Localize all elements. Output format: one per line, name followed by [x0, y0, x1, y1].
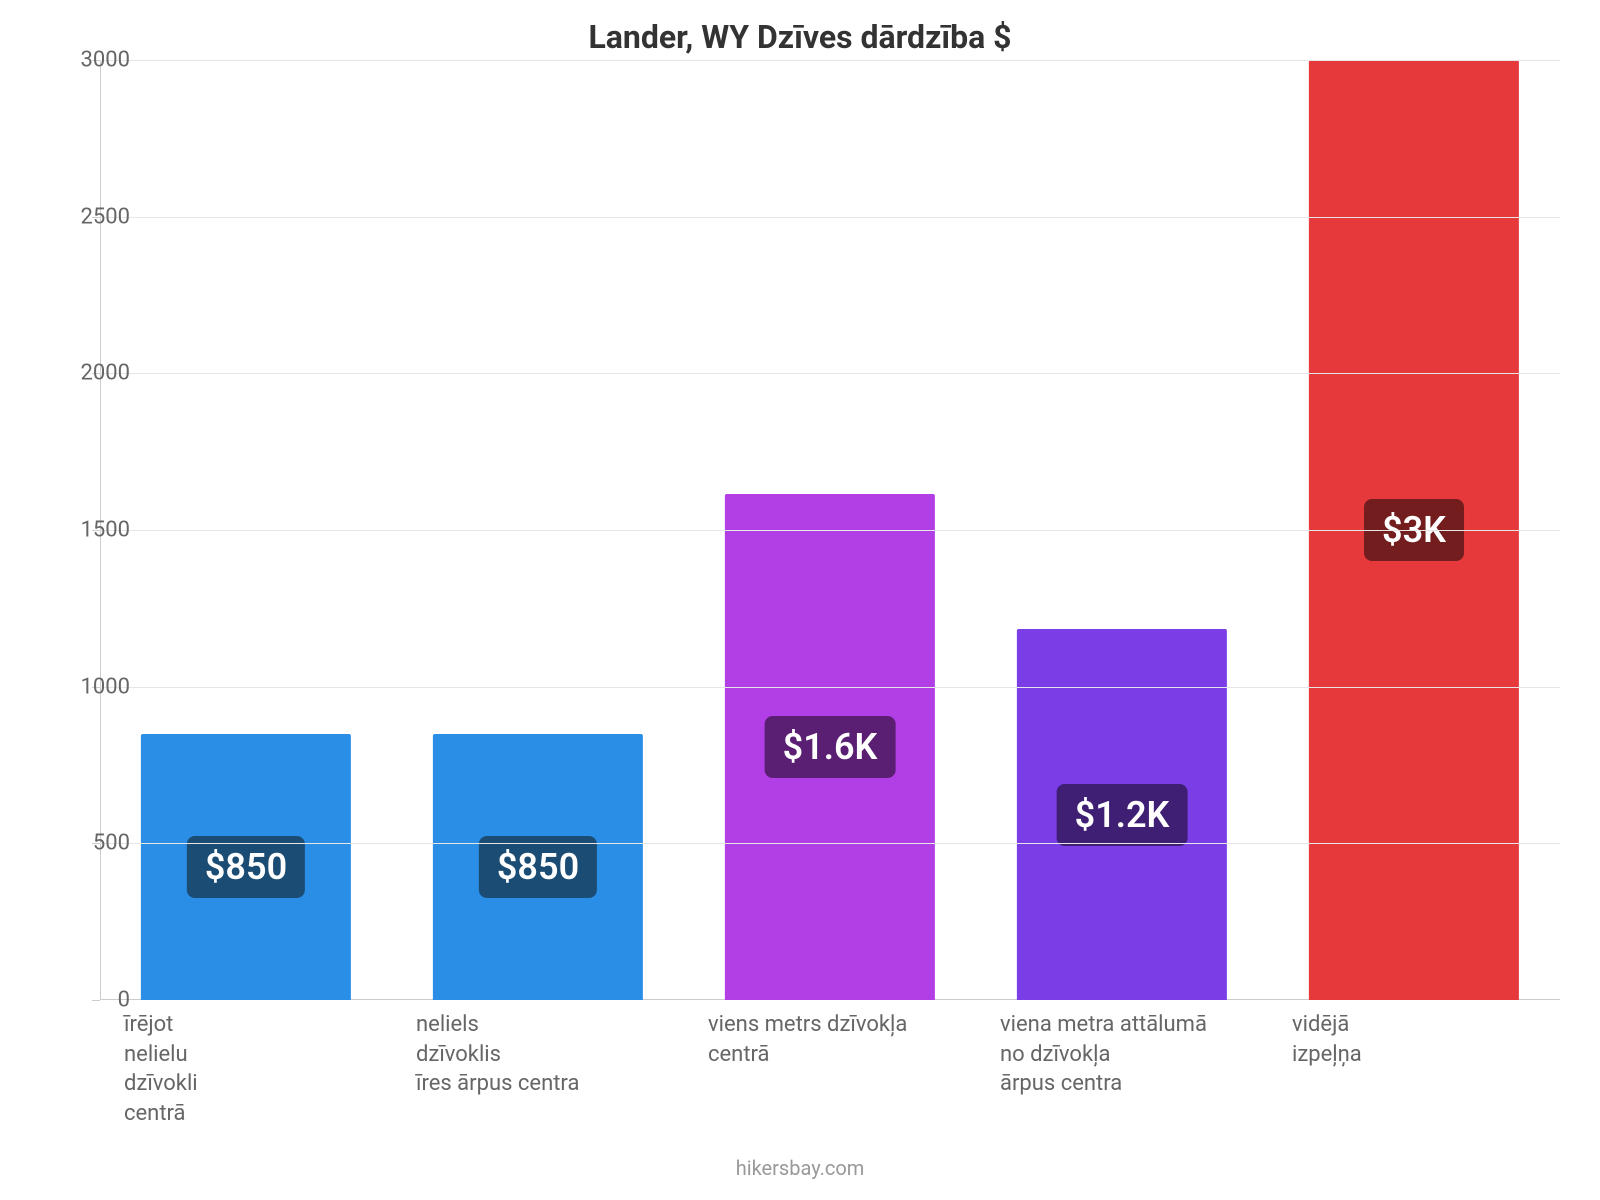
- x-tick-label: nelielsdzīvoklisīres ārpus centra: [392, 1010, 684, 1129]
- x-tick-label: viens metrs dzīvokļacentrā: [684, 1010, 976, 1129]
- x-tick-label-line: vidējā: [1292, 1010, 1548, 1040]
- y-tick-label: 1000: [50, 674, 130, 699]
- plot-area: $850$850$1.6K$1.2K$3K: [100, 60, 1560, 1000]
- x-tick-label-line: ārpus centra: [1000, 1069, 1256, 1099]
- bar-value-label: $850: [187, 836, 305, 898]
- x-tick-label-line: centrā: [124, 1099, 380, 1129]
- cost-of-living-chart: Lander, WY Dzīves dārdzība $ $850 $850 $1.…: [0, 0, 1600, 1200]
- y-tick-label: 1500: [50, 518, 130, 543]
- y-tick-label: 3000: [50, 48, 130, 73]
- footer-attribution: hikersbay.com: [0, 1156, 1600, 1180]
- gridline: [100, 530, 1560, 531]
- x-tick-label-line: no dzīvokļa: [1000, 1040, 1256, 1070]
- x-tick-label-line: īres ārpus centra: [416, 1069, 672, 1099]
- gridline: [100, 843, 1560, 844]
- y-tick-label: 0: [50, 988, 130, 1013]
- bar-value-label: $1.2K: [1057, 784, 1188, 846]
- gridline: [100, 687, 1560, 688]
- y-tick-label: 500: [50, 831, 130, 856]
- x-tick-label-line: nelielu: [124, 1040, 380, 1070]
- y-tick-label: 2000: [50, 361, 130, 386]
- x-tick-label-line: neliels: [416, 1010, 672, 1040]
- gridline: [100, 373, 1560, 374]
- x-axis-labels: īrējotnelieludzīvoklicentrānelielsdzīvok…: [100, 1010, 1560, 1129]
- y-tick-label: 2500: [50, 204, 130, 229]
- x-tick-label: īrējotnelieludzīvoklicentrā: [100, 1010, 392, 1129]
- chart-title: Lander, WY Dzīves dārdzība $: [0, 18, 1600, 56]
- x-tick-label-line: viena metra attālumā: [1000, 1010, 1256, 1040]
- bar-value-label: $850: [479, 836, 597, 898]
- gridline: [100, 217, 1560, 218]
- x-tick-label-line: dzīvokli: [124, 1069, 380, 1099]
- x-tick-label-line: dzīvoklis: [416, 1040, 672, 1070]
- x-tick-label: vidējāizpeļņa: [1268, 1010, 1560, 1129]
- x-tick-label-line: centrā: [708, 1040, 964, 1070]
- x-tick-label-line: viens metrs dzīvokļa: [708, 1010, 964, 1040]
- x-tick-label: viena metra attālumāno dzīvokļaārpus cen…: [976, 1010, 1268, 1129]
- gridline: [100, 60, 1560, 61]
- x-tick-label-line: izpeļņa: [1292, 1040, 1548, 1070]
- bar-value-label: $1.6K: [765, 716, 896, 778]
- x-tick-label-line: īrējot: [124, 1010, 380, 1040]
